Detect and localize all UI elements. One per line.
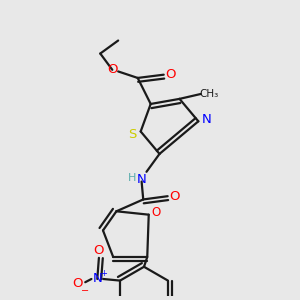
Text: O: O	[94, 244, 104, 257]
Text: +: +	[100, 268, 106, 278]
Text: −: −	[81, 286, 89, 296]
Text: O: O	[169, 190, 180, 203]
Text: O: O	[73, 278, 83, 290]
Text: N: N	[92, 272, 102, 286]
Text: N: N	[202, 113, 212, 126]
Text: O: O	[166, 68, 176, 81]
Text: N: N	[137, 173, 146, 186]
Text: CH₃: CH₃	[200, 89, 219, 99]
Text: O: O	[151, 206, 160, 219]
Text: S: S	[128, 128, 137, 141]
Text: O: O	[107, 63, 118, 76]
Text: H: H	[128, 172, 136, 183]
